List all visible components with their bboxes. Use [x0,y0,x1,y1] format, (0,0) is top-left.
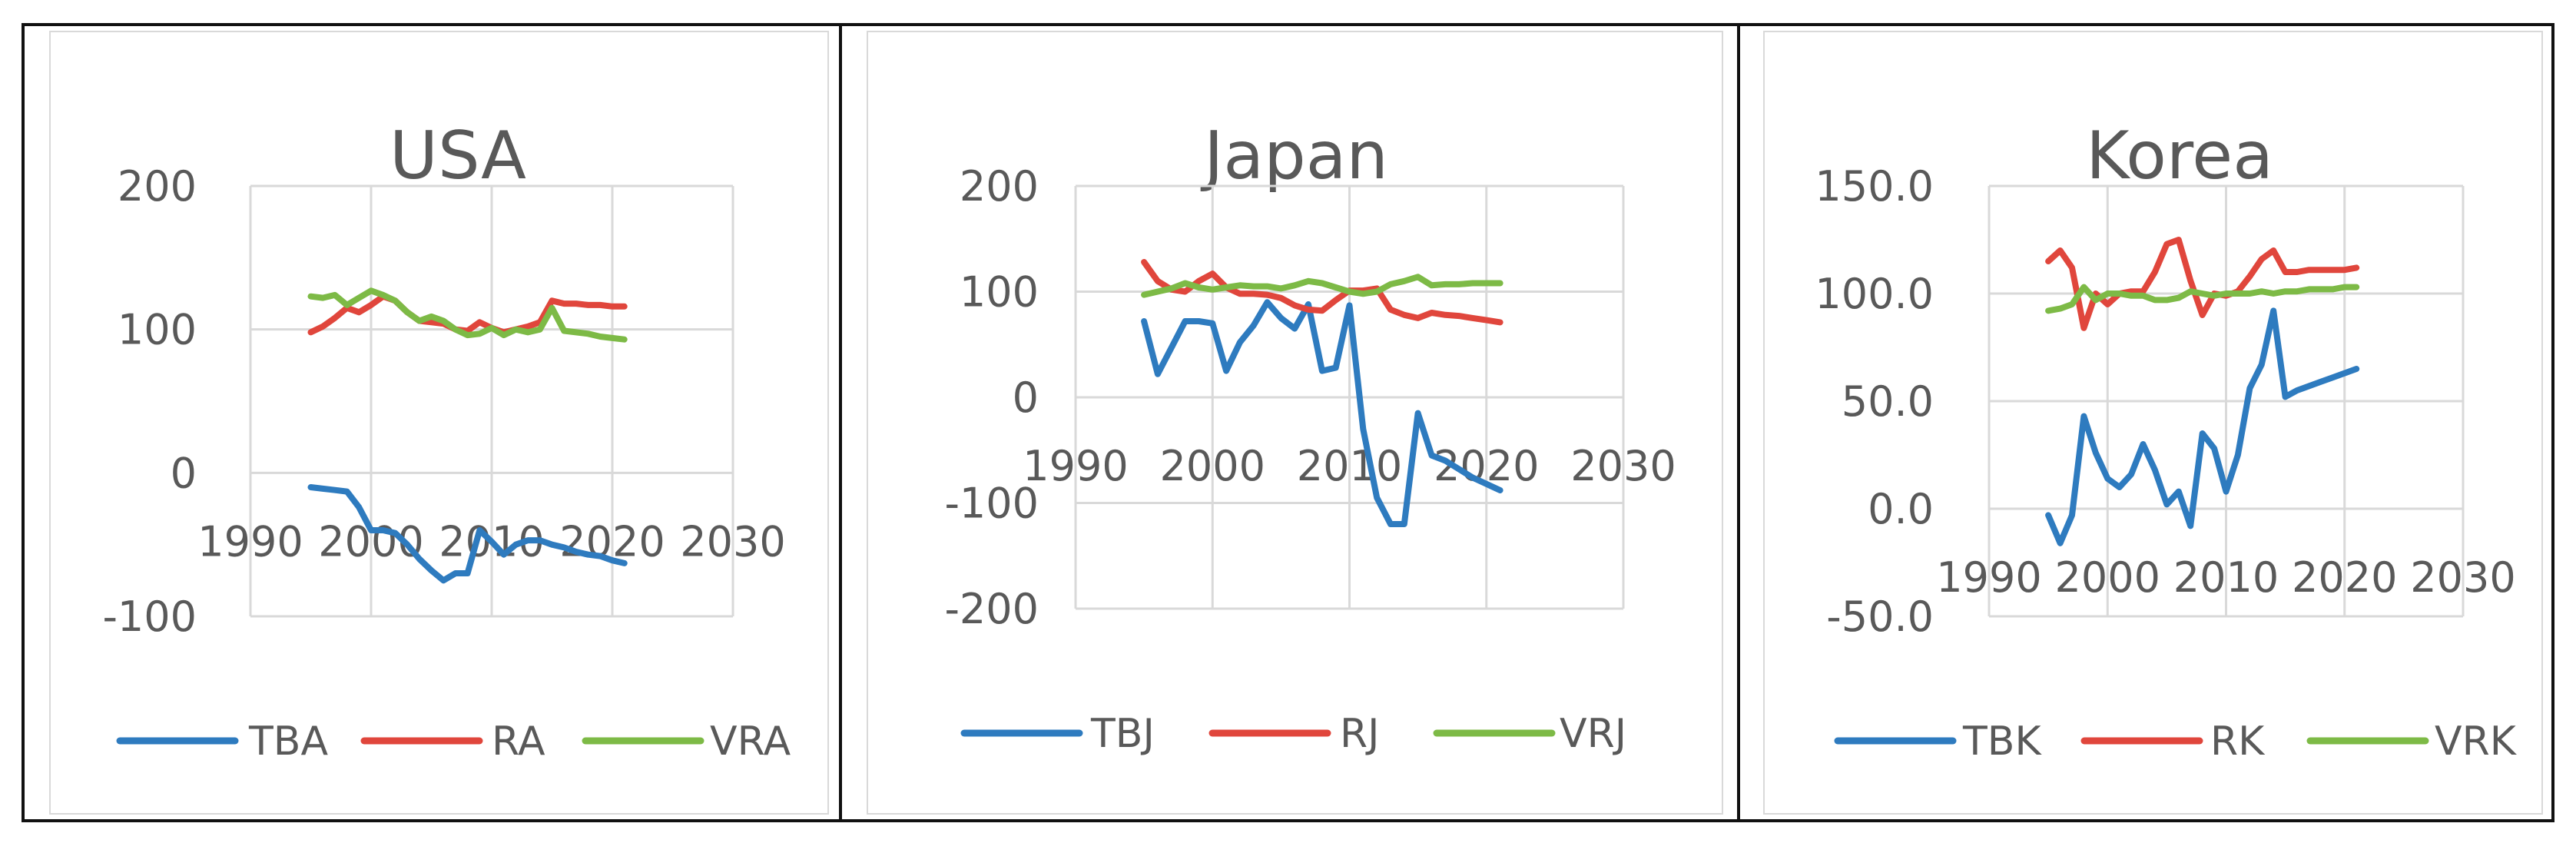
legend-label-vrj: VRJ [1560,711,1626,757]
series-line-vra [307,287,628,343]
y-tick-label: -100 [944,480,1039,528]
series-line-rj [1141,259,1503,326]
chart-panel-japan: Japan 200 100 0 -100 -200 1990 2000 2010 2020 2030… [867,31,1723,815]
legend-label-rk: RK [2210,719,2266,765]
figure-frame [22,23,2554,822]
x-tick-label: 2010 [2173,553,2279,602]
y-tick-label: 200 [960,162,1039,211]
legend-label-tba: TBA [248,719,328,765]
x-tick-label: 1990 [1023,442,1128,490]
x-tick-label: 1990 [197,517,303,566]
x-tick-label: 2000 [2055,553,2160,602]
panel-divider-left [839,23,842,822]
chart-title: Korea [2086,118,2273,194]
y-tick-label: 100.0 [1815,270,1934,318]
x-tick-label: 2020 [2292,553,2397,602]
gridlines [1074,184,1625,610]
legend-label-vrk: VRK [2435,719,2518,765]
chart-title: Japan [1200,118,1388,194]
legend: TBJ RJ VRJ [960,711,1626,757]
series-line-tba [307,484,628,584]
y-tick-label: 100 [118,306,197,354]
legend-label-tbj: TBJ [1090,711,1155,757]
y-tick-label: -200 [944,585,1039,633]
panel-divider-right [1737,23,1740,822]
legend-label-vra: VRA [710,719,791,765]
series-line-rk [2045,237,2360,331]
legend-label-ra: RA [492,719,545,765]
x-tick-label: 2000 [1160,442,1265,490]
chart-title: USA [390,118,526,194]
legend: TBA RA VRA [116,719,791,765]
series-line-tbj [1141,299,1503,527]
x-tick-label: 1990 [1936,553,2041,602]
y-tick-label: 150.0 [1815,162,1934,211]
chart-panel-korea: Korea 150.0 100.0 50.0 0.0 -50.0 1990 2000 2010 2… [1763,31,2543,815]
y-tick-label: 0 [171,449,197,497]
y-tick-label: 50.0 [1842,377,1934,426]
legend-label-tbk: TBK [1962,719,2042,765]
y-tick-label: 0 [1013,373,1039,422]
x-tick-label: 2030 [1570,442,1676,490]
series-line-vrj [1141,274,1503,298]
y-tick-label: 0.0 [1868,485,1934,533]
legend: TBK RK VRK [1834,719,2518,765]
x-tick-label: 2030 [680,517,785,566]
x-tick-label: 2010 [1297,442,1402,490]
series-line-vrk [2045,284,2360,314]
y-tick-label: -100 [102,592,197,641]
y-tick-label: 100 [960,268,1039,317]
y-tick-label: 200 [118,162,197,211]
series-line-tbk [2045,307,2360,546]
series-line-ra [307,293,628,336]
gridlines [249,184,734,618]
legend-label-rj: RJ [1340,711,1379,757]
x-tick-label: 2030 [2410,553,2515,602]
y-tick-label: -50.0 [1826,592,1934,641]
chart-panel-usa: USA 200 100 0 -100 1990 2000 2010 2020 2030 TBA RA V… [49,31,829,815]
